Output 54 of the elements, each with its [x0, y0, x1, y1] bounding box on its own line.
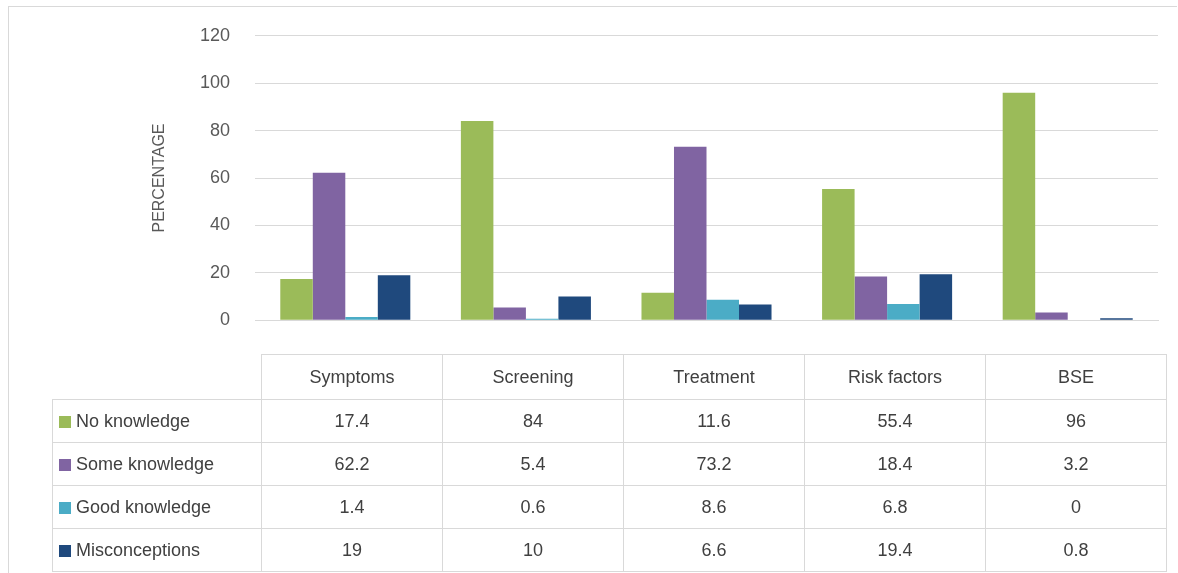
- legend-label: No knowledge: [52, 399, 262, 443]
- data-label: 19.4: [804, 528, 986, 572]
- y-tick-label: 80: [209, 119, 230, 140]
- bar: [673, 146, 707, 320]
- data-label: 8.6: [623, 485, 805, 529]
- data-label: 5.4: [442, 442, 624, 486]
- bar: [887, 304, 920, 320]
- legend-label: Misconceptions: [52, 528, 262, 572]
- y-axis-title: PERCENTAGE: [150, 123, 168, 233]
- bar: [280, 278, 313, 320]
- bar: [493, 307, 526, 320]
- data-label: 0.8: [985, 528, 1167, 572]
- x-tick-label: Treatment: [623, 354, 805, 400]
- bar: [739, 304, 772, 320]
- bar: [558, 296, 591, 320]
- y-tick-label: 60: [209, 166, 230, 187]
- data-label: 10: [442, 528, 624, 572]
- y-tick-label: 100: [199, 72, 230, 93]
- bar: [1002, 92, 1036, 320]
- data-label: 96: [985, 399, 1167, 443]
- data-label: 62.2: [261, 442, 443, 486]
- x-tick-label: BSE: [985, 354, 1167, 400]
- y-tick-label: 20: [209, 261, 230, 282]
- bar: [345, 316, 378, 320]
- bar: [377, 275, 411, 320]
- bar: [919, 274, 953, 320]
- data-label: 17.4: [261, 399, 443, 443]
- legend-label: Some knowledge: [52, 442, 262, 486]
- data-label: 73.2: [623, 442, 805, 486]
- data-label: 0.6: [442, 485, 624, 529]
- data-label: 6.8: [804, 485, 986, 529]
- bar: [312, 172, 346, 320]
- bar: [854, 276, 888, 320]
- bar: [706, 299, 740, 320]
- data-label: 0: [985, 485, 1167, 529]
- y-tick-label: 120: [199, 24, 230, 45]
- y-tick-label: 40: [209, 214, 230, 235]
- data-label: 11.6: [623, 399, 805, 443]
- y-tick-label: 0: [219, 309, 230, 330]
- data-label: 3.2: [985, 442, 1167, 486]
- data-label: 55.4: [804, 399, 986, 443]
- x-tick-label: Symptoms: [261, 354, 443, 400]
- bar: [1035, 312, 1068, 320]
- data-label: 1.4: [261, 485, 443, 529]
- x-tick-label: Risk factors: [804, 354, 986, 400]
- data-label: 19: [261, 528, 443, 572]
- bar: [460, 121, 494, 320]
- data-label: 18.4: [804, 442, 986, 486]
- data-label: 6.6: [623, 528, 805, 572]
- data-label: 84: [442, 399, 624, 443]
- legend-label: Good knowledge: [52, 485, 262, 529]
- bar: [822, 188, 855, 320]
- bar: [641, 292, 674, 320]
- x-tick-label: Screening: [442, 354, 624, 400]
